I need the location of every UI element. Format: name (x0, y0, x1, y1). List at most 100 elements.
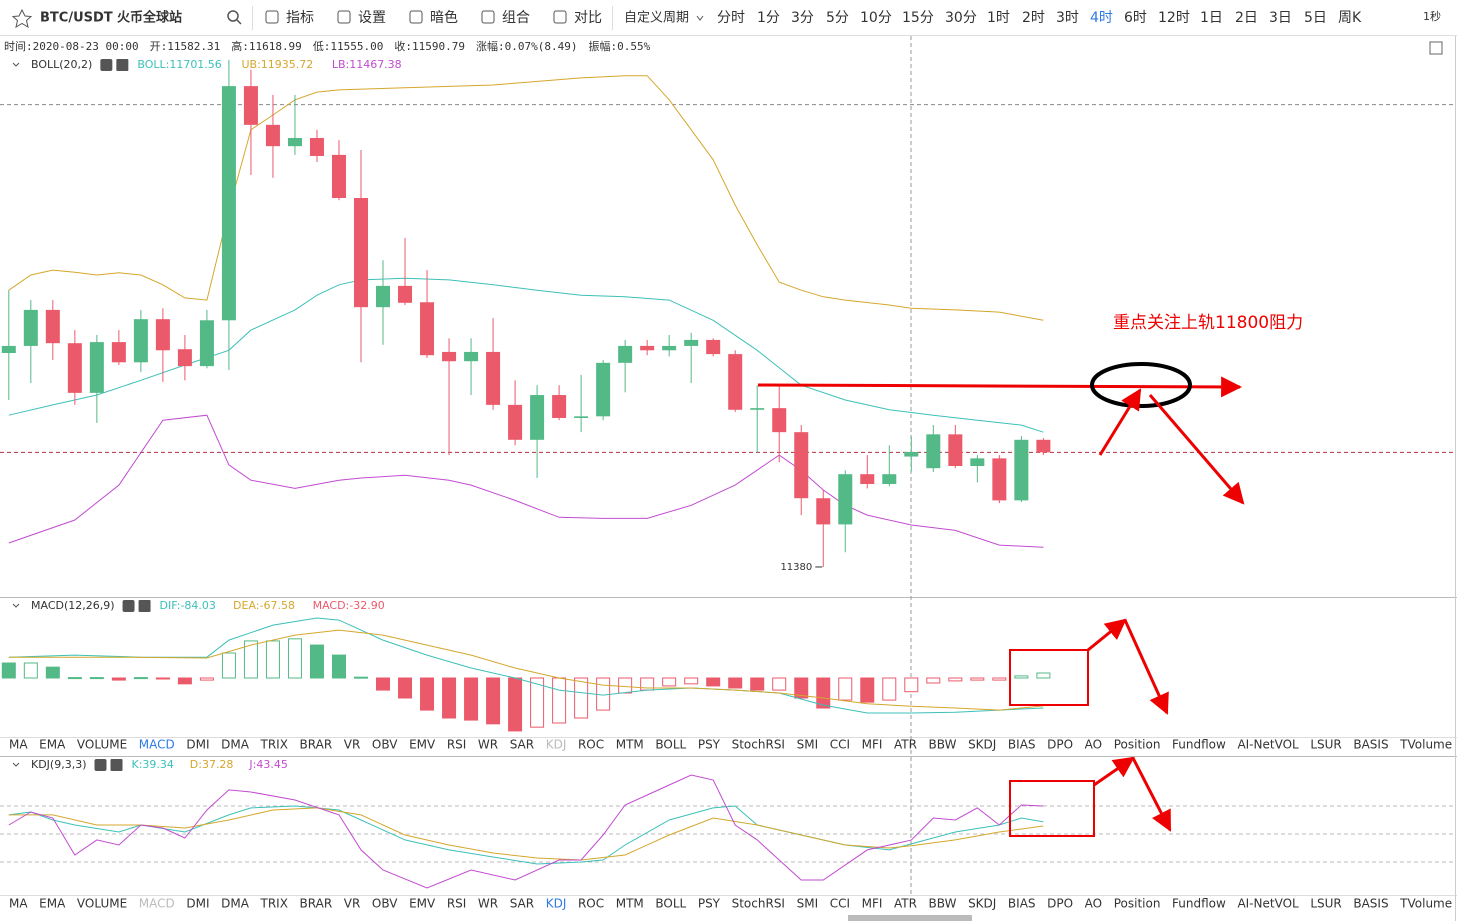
indicator-tab[interactable]: BBW (929, 738, 957, 752)
period-button[interactable]: 1日 (1200, 10, 1223, 26)
indicator-tab[interactable]: DMA (221, 738, 250, 752)
indicator-tab[interactable]: Fundflow (1172, 738, 1226, 752)
period-button[interactable]: 3日 (1269, 10, 1292, 26)
indicator-tab[interactable]: SAR (510, 897, 534, 911)
period-button[interactable]: 3分 (791, 10, 814, 26)
settings-icon[interactable] (100, 59, 113, 71)
indicator-tab[interactable]: EMV (409, 897, 436, 911)
period-button[interactable]: 12时 (1158, 10, 1190, 26)
indicator-tab[interactable]: KDJ (546, 897, 567, 911)
search-icon[interactable] (227, 10, 239, 22)
indicator-tab[interactable]: BASIS (1353, 738, 1388, 752)
indicator-tab[interactable]: VR (344, 738, 361, 752)
settings-icon[interactable] (94, 759, 107, 771)
tool-button[interactable]: 组合 (502, 10, 530, 26)
indicator-tab[interactable]: DPO (1047, 738, 1073, 752)
indicator-tab[interactable]: MACD (139, 897, 175, 911)
period-button[interactable]: 周K (1338, 10, 1362, 26)
tool-button[interactable]: 设置 (358, 10, 386, 26)
period-button[interactable]: 10分 (860, 10, 892, 26)
indicator-tab[interactable]: AI-NetVOL (1237, 738, 1299, 752)
indicator-tab[interactable]: DMA (221, 897, 250, 911)
indicator-tab[interactable]: StochRSI (732, 897, 785, 911)
period-button[interactable]: 5分 (826, 10, 849, 26)
indicator-tab[interactable]: SKDJ (968, 897, 996, 911)
indicator-tab[interactable]: OBV (372, 897, 398, 911)
indicator-tab[interactable]: DMI (186, 738, 209, 752)
indicator-tab[interactable]: AO (1085, 897, 1102, 911)
indicator-tab[interactable]: PSY (698, 897, 721, 911)
indicator-tab[interactable]: Fundflow (1172, 897, 1226, 911)
indicator-tab[interactable]: TVolume (1399, 738, 1452, 752)
indicator-tab[interactable]: MFI (862, 897, 883, 911)
indicator-tab[interactable]: ATR (894, 738, 917, 752)
indicator-tab[interactable]: EMA (39, 738, 66, 752)
indicator-tab[interactable]: RSI (447, 897, 467, 911)
period-button[interactable]: 分时 (717, 10, 745, 26)
indicator-tab[interactable]: VOLUME (77, 738, 127, 752)
indicator-tab[interactable]: TRIX (260, 738, 288, 752)
indicator-tab[interactable]: CCI (830, 738, 850, 752)
favorite-icon[interactable] (11, 8, 33, 29)
indicator-tab[interactable]: BASIS (1353, 897, 1388, 911)
indicator-tab[interactable]: StochRSI (732, 738, 785, 752)
indicator-tab[interactable]: VR (344, 897, 361, 911)
close-icon[interactable] (116, 59, 129, 71)
indicator-tab[interactable]: VOLUME (77, 897, 127, 911)
indicator-tab[interactable]: BIAS (1008, 897, 1036, 911)
indicator-tab[interactable]: Position (1114, 897, 1161, 911)
indicator-tab[interactable]: Position (1114, 738, 1161, 752)
indicator-tab[interactable]: CCI (830, 897, 850, 911)
expand-icon[interactable] (1429, 41, 1443, 55)
indicator-tab[interactable]: SMI (797, 897, 819, 911)
indicator-tab[interactable]: KDJ (546, 738, 567, 752)
tool-button[interactable]: 指标 (286, 10, 314, 26)
indicator-tab[interactable]: BOLL (655, 897, 686, 911)
indicator-tab[interactable]: LSUR (1310, 738, 1341, 752)
close-icon[interactable] (138, 600, 151, 612)
indicator-tab[interactable]: EMA (39, 897, 66, 911)
indicator-tab[interactable]: MA (9, 897, 28, 911)
period-button[interactable]: 3时 (1056, 10, 1079, 26)
seconds-button[interactable]: 1秒 (1423, 9, 1441, 23)
indicator-tab[interactable]: WR (478, 897, 498, 911)
indicator-tab[interactable]: MACD (139, 738, 175, 752)
settings-icon[interactable] (122, 600, 135, 612)
custom-period[interactable]: 自定义周期 (624, 11, 689, 26)
indicator-tab[interactable]: DMI (186, 897, 209, 911)
scrollbar[interactable] (848, 915, 972, 921)
period-button[interactable]: 2时 (1022, 10, 1045, 26)
indicator-tab[interactable]: AI-NetVOL (1237, 897, 1299, 911)
period-button[interactable]: 1时 (987, 10, 1010, 26)
indicator-tab[interactable]: MA (9, 738, 28, 752)
indicator-tab[interactable]: SMI (797, 738, 819, 752)
indicator-tab[interactable]: EMV (409, 738, 436, 752)
tool-button[interactable]: 对比 (574, 10, 602, 26)
indicator-tab[interactable]: MTM (616, 738, 644, 752)
indicator-tab[interactable]: BRAR (300, 897, 333, 911)
period-button[interactable]: 6时 (1124, 10, 1147, 26)
indicator-tab[interactable]: AO (1085, 738, 1102, 752)
period-button[interactable]: 15分 (902, 10, 934, 26)
indicator-tab[interactable]: DPO (1047, 897, 1073, 911)
indicator-tab[interactable]: OBV (372, 738, 398, 752)
indicator-tab[interactable]: TRIX (260, 897, 288, 911)
period-button[interactable]: 4时 (1090, 10, 1113, 26)
indicator-tab[interactable]: BOLL (655, 738, 686, 752)
period-button[interactable]: 5日 (1304, 10, 1327, 26)
tool-button[interactable]: 暗色 (430, 9, 458, 26)
period-button[interactable]: 2日 (1235, 10, 1258, 26)
indicator-tab[interactable]: SAR (510, 738, 534, 752)
indicator-tab[interactable]: MTM (616, 897, 644, 911)
period-button[interactable]: 30分 (945, 10, 977, 26)
indicator-tab[interactable]: TVolume (1399, 897, 1452, 911)
indicator-tab[interactable]: ATR (894, 897, 917, 911)
indicator-tab[interactable]: RSI (447, 738, 467, 752)
indicator-tab[interactable]: SKDJ (968, 738, 996, 752)
indicator-tab[interactable]: ROC (578, 897, 604, 911)
indicator-tab[interactable]: BBW (929, 897, 957, 911)
indicator-tab[interactable]: LSUR (1310, 897, 1341, 911)
indicator-tab[interactable]: BRAR (300, 738, 333, 752)
indicator-tab[interactable]: MFI (862, 738, 883, 752)
indicator-tab[interactable]: BIAS (1008, 738, 1036, 752)
